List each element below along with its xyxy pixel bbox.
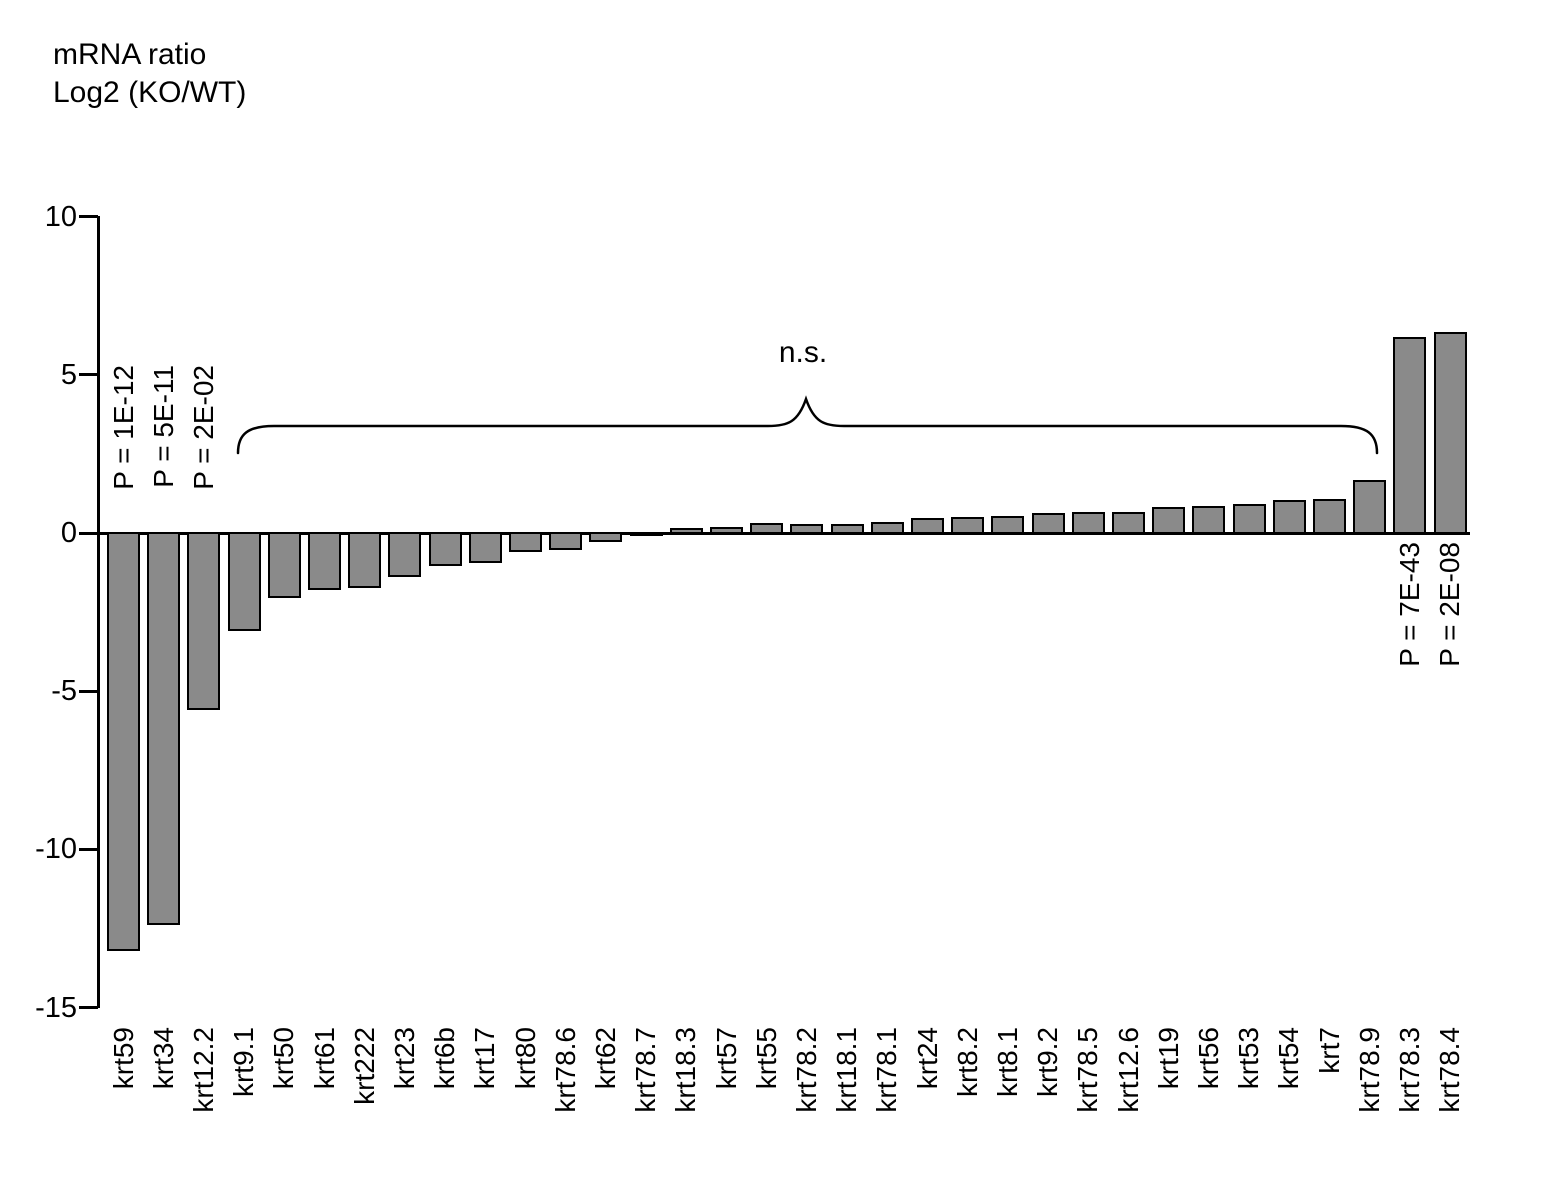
y-tick--15 bbox=[79, 1006, 98, 1010]
y-axis-line bbox=[97, 216, 100, 1008]
y-tick--5 bbox=[79, 689, 98, 693]
ns-annotation-label: n.s. bbox=[778, 336, 828, 369]
y-tick--10 bbox=[79, 847, 98, 851]
x-label-krt78.7: krt78.7 bbox=[630, 1027, 662, 1113]
x-label-krt23: krt23 bbox=[388, 1027, 420, 1090]
x-label-krt8.1: krt8.1 bbox=[991, 1027, 1023, 1098]
bar-krt78.3 bbox=[1393, 336, 1427, 535]
bar-krt6b bbox=[428, 531, 462, 567]
x-label-krt59: krt59 bbox=[107, 1027, 139, 1090]
chart-title: mRNA ratio Log2 (KO/WT) bbox=[53, 36, 246, 112]
x-label-krt7: krt7 bbox=[1313, 1027, 1345, 1074]
x-label-krt17: krt17 bbox=[469, 1027, 501, 1090]
pvalue-label-krt78.4: P = 2E-08 bbox=[1434, 542, 1466, 667]
y-tick-0 bbox=[79, 531, 98, 535]
bar-krt12.2 bbox=[187, 531, 221, 711]
bar-krt8.1 bbox=[991, 515, 1025, 535]
x-label-krt55: krt55 bbox=[750, 1027, 782, 1090]
x-label-krt54: krt54 bbox=[1273, 1027, 1305, 1090]
bar-krt18.3 bbox=[669, 528, 703, 535]
pvalue-label-krt59: P = 1E-12 bbox=[107, 365, 139, 490]
x-axis-zero-line bbox=[97, 531, 1470, 535]
bar-krt78.2 bbox=[790, 523, 824, 535]
x-label-krt78.4: krt78.4 bbox=[1434, 1027, 1466, 1113]
y-tick-label-0: 0 bbox=[60, 517, 77, 549]
x-label-krt8.2: krt8.2 bbox=[951, 1027, 983, 1098]
pvalue-label-krt34: P = 5E-11 bbox=[147, 365, 179, 488]
x-label-krt78.3: krt78.3 bbox=[1393, 1027, 1425, 1113]
x-label-krt57: krt57 bbox=[710, 1027, 742, 1090]
y-tick-10 bbox=[79, 215, 98, 219]
x-label-krt9.2: krt9.2 bbox=[1032, 1027, 1064, 1098]
bar-krt12.6 bbox=[1112, 512, 1145, 535]
y-tick-label--5: -5 bbox=[51, 675, 77, 708]
y-tick-label-5: 5 bbox=[60, 358, 77, 391]
x-label-krt18.1: krt18.1 bbox=[831, 1027, 863, 1113]
x-label-krt53: krt53 bbox=[1233, 1027, 1265, 1090]
bar-krt9.1 bbox=[227, 531, 261, 632]
bar-krt9.2 bbox=[1031, 513, 1065, 535]
x-label-krt56: krt56 bbox=[1192, 1027, 1224, 1090]
bar-krt78.7 bbox=[629, 531, 663, 536]
x-label-krt78.6: krt78.6 bbox=[549, 1027, 581, 1113]
bar-krt61 bbox=[308, 531, 341, 590]
x-label-krt222: krt222 bbox=[348, 1027, 380, 1105]
x-label-krt62: krt62 bbox=[589, 1027, 621, 1090]
pvalue-label-krt78.3: P = 7E-43 bbox=[1393, 542, 1425, 667]
x-label-krt24: krt24 bbox=[911, 1027, 943, 1090]
x-label-krt78.5: krt78.5 bbox=[1072, 1027, 1104, 1113]
bar-krt78.1 bbox=[870, 521, 904, 535]
bar-krt18.1 bbox=[830, 523, 864, 535]
x-label-krt12.6: krt12.6 bbox=[1112, 1027, 1144, 1113]
x-label-krt19: krt19 bbox=[1152, 1027, 1184, 1090]
x-label-krt6b: krt6b bbox=[429, 1027, 461, 1090]
chart-title-line2: Log2 (KO/WT) bbox=[53, 76, 247, 109]
y-tick-label--15: -15 bbox=[35, 991, 77, 1024]
x-label-krt34: krt34 bbox=[147, 1027, 179, 1090]
bar-krt55 bbox=[750, 522, 784, 535]
bar-krt78.5 bbox=[1071, 512, 1105, 535]
bar-krt53 bbox=[1232, 503, 1266, 535]
bar-krt24 bbox=[911, 518, 944, 535]
x-label-krt80: krt80 bbox=[509, 1027, 541, 1090]
bar-krt78.4 bbox=[1433, 332, 1467, 535]
x-label-krt78.2: krt78.2 bbox=[790, 1027, 822, 1113]
pvalue-label-krt12.2: P = 2E-02 bbox=[187, 365, 219, 490]
bar-krt56 bbox=[1192, 506, 1226, 535]
bar-krt8.2 bbox=[951, 516, 985, 535]
x-label-krt78.9: krt78.9 bbox=[1353, 1027, 1385, 1113]
bar-krt59 bbox=[107, 531, 140, 951]
bar-krt17 bbox=[468, 531, 502, 564]
x-label-krt18.3: krt18.3 bbox=[670, 1027, 702, 1113]
bar-krt19 bbox=[1152, 507, 1186, 535]
ns-brace-icon bbox=[236, 395, 1379, 455]
bar-krt34 bbox=[147, 531, 181, 926]
bar-krt57 bbox=[710, 526, 743, 535]
bar-krt78.6 bbox=[549, 531, 583, 551]
bar-krt7 bbox=[1313, 498, 1346, 535]
bar-krt222 bbox=[348, 531, 382, 589]
chart-title-line1: mRNA ratio bbox=[53, 38, 207, 71]
bar-krt80 bbox=[509, 531, 542, 552]
bar-krt23 bbox=[388, 531, 422, 578]
x-label-krt12.2: krt12.2 bbox=[187, 1027, 219, 1113]
x-label-krt61: krt61 bbox=[308, 1027, 340, 1090]
x-label-krt9.1: krt9.1 bbox=[228, 1027, 260, 1098]
bar-krt54 bbox=[1272, 499, 1306, 535]
x-label-krt50: krt50 bbox=[268, 1027, 300, 1090]
y-tick-5 bbox=[79, 373, 98, 377]
bar-krt62 bbox=[589, 531, 623, 543]
x-label-krt78.1: krt78.1 bbox=[871, 1027, 903, 1113]
bar-krt50 bbox=[267, 531, 301, 598]
bar-krt78.9 bbox=[1353, 479, 1387, 535]
y-tick-label--10: -10 bbox=[35, 833, 77, 866]
y-tick-label-10: 10 bbox=[44, 200, 77, 233]
